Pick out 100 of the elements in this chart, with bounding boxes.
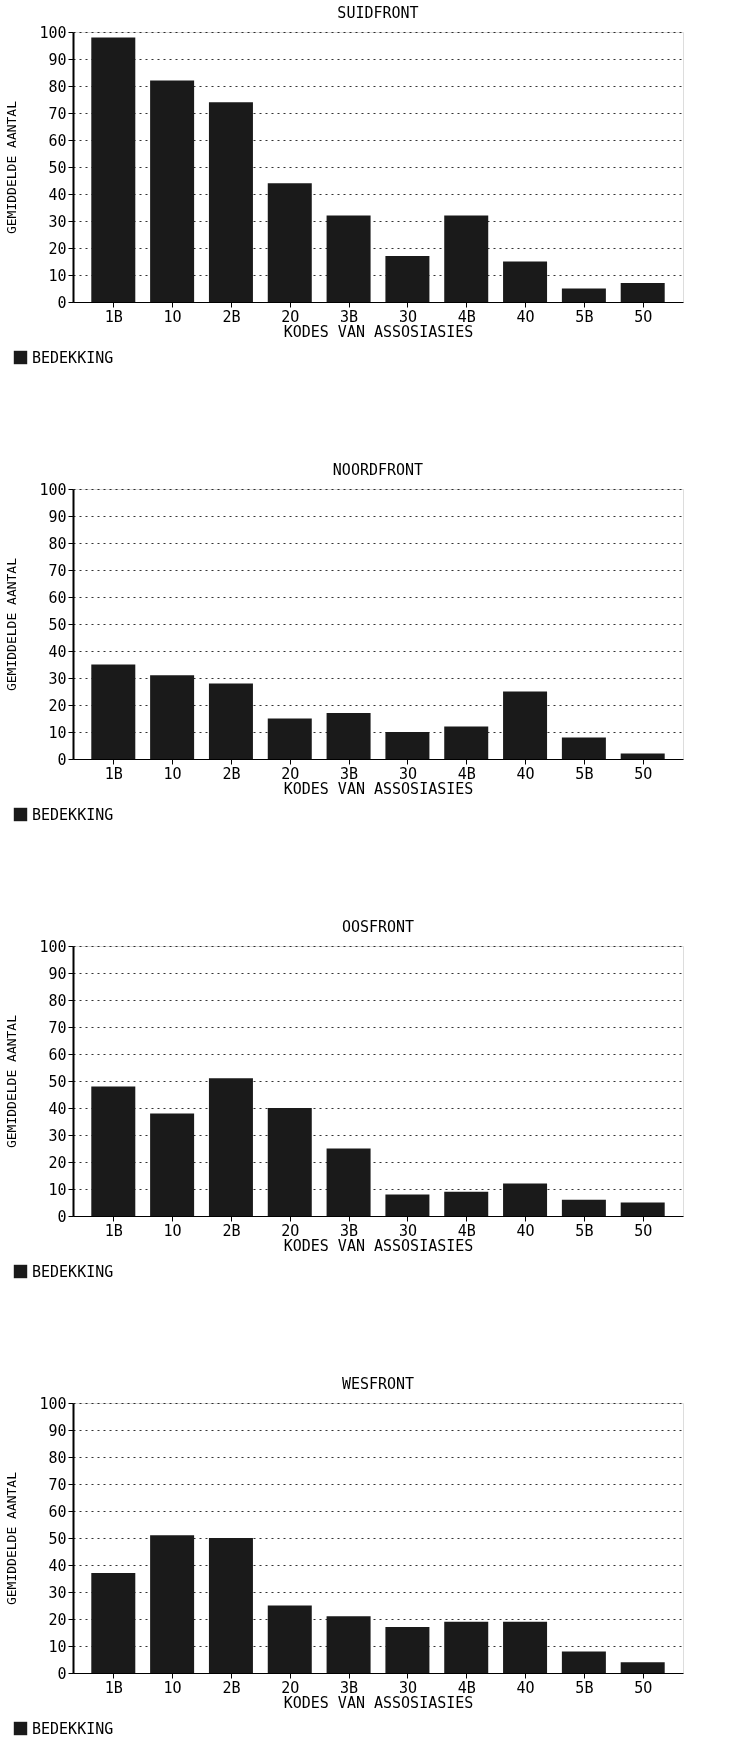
x-tick-label: 5O [634, 764, 653, 783]
y-axis-title: GEMIDDELDE AANTAL [4, 100, 20, 235]
y-tick-label: 50 [48, 1529, 67, 1548]
bar [326, 1148, 371, 1216]
chart-title: NOORDFRONT [332, 461, 424, 479]
y-tick-label: 60 [48, 1502, 67, 1521]
chart-title: WESFRONT [341, 1375, 415, 1393]
bar [208, 1078, 253, 1216]
bar [267, 183, 312, 302]
chart-title: OOSFRONT [341, 918, 415, 936]
bar [444, 1191, 489, 1216]
y-tick-label: 80 [48, 534, 67, 553]
y-tick-label: 40 [48, 185, 67, 204]
legend-label: BEDEKKING [32, 1719, 114, 1738]
y-tick-label: 20 [48, 1153, 67, 1172]
bar [150, 80, 195, 302]
y-tick-label: 40 [48, 642, 67, 661]
bar [208, 1538, 253, 1673]
x-tick-label: 2B [222, 307, 241, 326]
y-tick-label: 80 [48, 991, 67, 1010]
x-tick-label: 2B [222, 764, 241, 783]
x-tick-label: 1B [104, 1221, 123, 1240]
y-tick-label: 50 [48, 1072, 67, 1091]
x-tick-label: 1B [104, 764, 123, 783]
bar [620, 1202, 665, 1216]
bar [150, 675, 195, 759]
y-tick-label: 90 [48, 50, 67, 69]
bar [326, 1616, 371, 1673]
bar [385, 1627, 430, 1673]
x-tick-label: 5B [575, 1678, 594, 1697]
x-tick-label: 1B [104, 307, 123, 326]
y-tick-label: 50 [48, 158, 67, 177]
bar [561, 288, 606, 302]
x-tick-label: 1O [163, 307, 182, 326]
chart-title: SUIDFRONT [337, 4, 419, 22]
y-tick-label: 10 [48, 266, 67, 285]
bar [561, 1651, 606, 1673]
bar [385, 732, 430, 759]
y-tick-label: 0 [57, 293, 67, 312]
y-tick-label: 90 [48, 507, 67, 526]
x-tick-label: 4O [516, 764, 535, 783]
y-tick-label: 40 [48, 1099, 67, 1118]
bar [150, 1113, 195, 1216]
y-tick-label: 90 [48, 964, 67, 983]
bar [444, 1621, 489, 1673]
y-tick-label: 100 [39, 937, 67, 956]
y-tick-label: 80 [48, 77, 67, 96]
bar [326, 713, 371, 759]
bar [267, 718, 312, 759]
legend-label: BEDEKKING [32, 1262, 114, 1281]
bar [385, 256, 430, 302]
y-tick-label: 30 [48, 1583, 67, 1602]
bar [503, 1183, 548, 1216]
y-tick-label: 70 [48, 1475, 67, 1494]
bar [91, 37, 136, 302]
legend-label: BEDEKKING [32, 805, 114, 824]
legend-label: BEDEKKING [32, 348, 114, 367]
y-tick-label: 30 [48, 669, 67, 688]
y-tick-label: 100 [39, 23, 67, 42]
bar [620, 283, 665, 302]
x-tick-label: 1B [104, 1678, 123, 1697]
x-tick-label: 5B [575, 307, 594, 326]
y-tick-label: 20 [48, 1610, 67, 1629]
y-tick-label: 0 [57, 1207, 67, 1226]
bar [267, 1605, 312, 1673]
x-tick-label: 4O [516, 1221, 535, 1240]
y-tick-label: 90 [48, 1421, 67, 1440]
bar [503, 691, 548, 759]
x-tick-label: 1O [163, 764, 182, 783]
bar [91, 1573, 136, 1673]
bar [444, 215, 489, 302]
x-tick-label: 5O [634, 307, 653, 326]
y-axis-title: GEMIDDELDE AANTAL [4, 1471, 20, 1606]
bar [150, 1535, 195, 1673]
bar [444, 726, 489, 759]
y-tick-label: 70 [48, 1018, 67, 1037]
y-tick-label: 50 [48, 615, 67, 634]
y-axis-title: GEMIDDELDE AANTAL [4, 1014, 20, 1149]
bar [561, 737, 606, 759]
y-tick-label: 30 [48, 212, 67, 231]
x-tick-label: 5B [575, 1221, 594, 1240]
bar [561, 1199, 606, 1216]
x-tick-label: 1O [163, 1221, 182, 1240]
x-tick-label: 4O [516, 1678, 535, 1697]
x-tick-label: 2B [222, 1678, 241, 1697]
x-tick-label: 4O [516, 307, 535, 326]
bar [326, 215, 371, 302]
bar [91, 664, 136, 759]
y-tick-label: 70 [48, 104, 67, 123]
y-tick-label: 80 [48, 1448, 67, 1467]
bar [91, 1086, 136, 1216]
bar [503, 261, 548, 302]
y-tick-label: 40 [48, 1556, 67, 1575]
bar [620, 753, 665, 759]
bar [385, 1194, 430, 1216]
y-tick-label: 10 [48, 1180, 67, 1199]
x-tick-label: 1O [163, 1678, 182, 1697]
y-tick-label: 0 [57, 1664, 67, 1683]
y-tick-label: 100 [39, 1394, 67, 1413]
x-tick-label: 2B [222, 1221, 241, 1240]
